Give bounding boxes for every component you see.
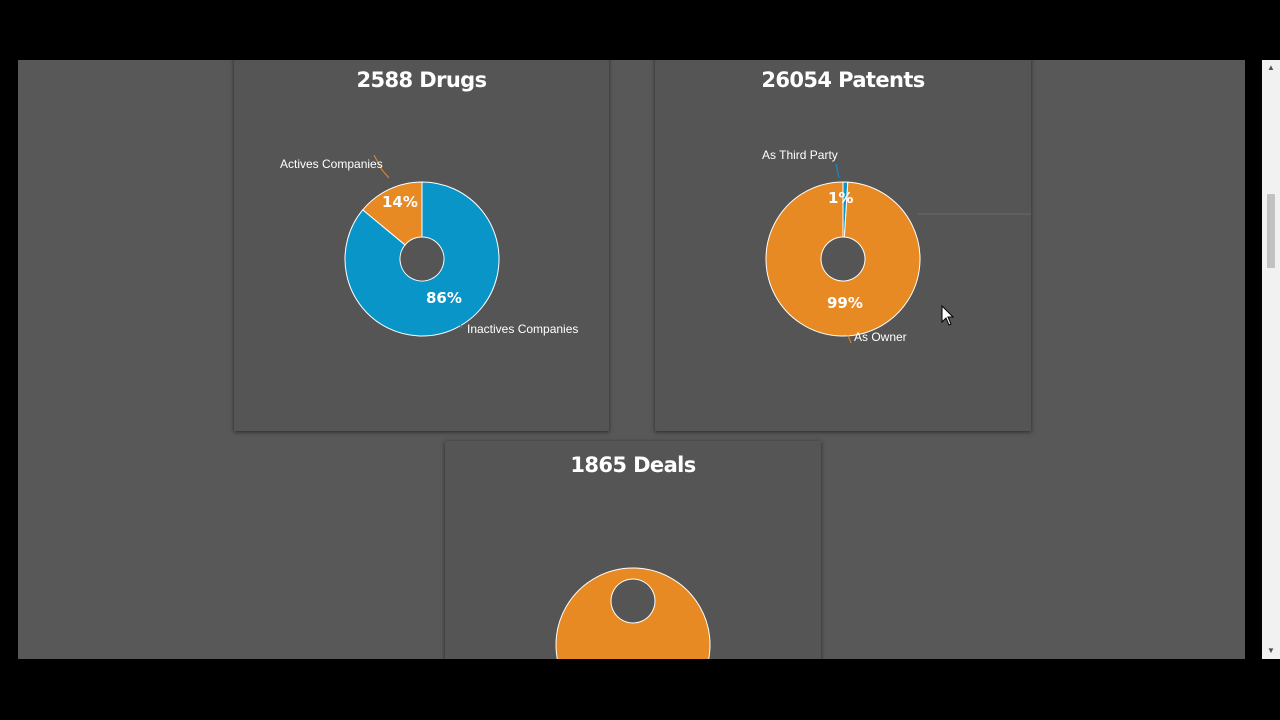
drugs-slices: [344, 181, 500, 337]
drugs-donut-chart: Actives Companies Inactives Companies 14…: [280, 154, 578, 337]
deals-chart-title: 1865 Deals: [570, 453, 696, 477]
donut-slice-0-0[interactable]: [361, 181, 423, 246]
third-party-percent: 1%: [828, 189, 853, 207]
page-content: 2588 Drugs Actives Companies Inactives C…: [18, 60, 1245, 659]
inactives-companies-label: Inactives Companies: [467, 322, 578, 336]
vertical-scrollbar[interactable]: ▲ ▼: [1262, 60, 1280, 659]
patents-slices: [765, 181, 921, 337]
donut-slice-2-0[interactable]: [555, 567, 711, 659]
drugs-chart-card: 2588 Drugs Actives Companies Inactives C…: [234, 60, 609, 431]
inactives-leader-line: [455, 317, 463, 329]
donut-slice-1-1[interactable]: [765, 181, 921, 337]
actives-companies-label: Actives Companies: [280, 157, 383, 171]
patents-donut-chart: As Third Party As Owner 1% 99%: [762, 148, 1031, 344]
donut-slice-0-1[interactable]: [344, 181, 500, 337]
patents-chart-card: 26054 Patents As Third Party As Owner 1%…: [655, 60, 1031, 431]
inactives-percent: 86%: [426, 289, 462, 307]
drugs-chart-title: 2588 Drugs: [356, 68, 487, 92]
mouse-pointer-icon: [941, 305, 955, 326]
actives-percent: 14%: [382, 193, 418, 211]
deals-chart-card: 1865 Deals: [445, 441, 821, 659]
third-party-leader-line: [835, 163, 840, 179]
as-owner-label: As Owner: [854, 330, 907, 344]
scroll-down-icon[interactable]: ▼: [1267, 646, 1275, 655]
deals-donut-chart: [555, 567, 711, 659]
scroll-up-icon[interactable]: ▲: [1267, 63, 1275, 72]
patents-chart-title: 26054 Patents: [761, 68, 925, 92]
browser-viewport: 2588 Drugs Actives Companies Inactives C…: [0, 60, 1280, 659]
as-third-party-label: As Third Party: [762, 148, 838, 162]
owner-percent: 99%: [827, 294, 863, 312]
owner-leader-line: [846, 332, 852, 344]
actives-leader-line: [373, 154, 390, 179]
scrollbar-thumb[interactable]: [1267, 194, 1275, 268]
deals-slices: [555, 567, 711, 659]
